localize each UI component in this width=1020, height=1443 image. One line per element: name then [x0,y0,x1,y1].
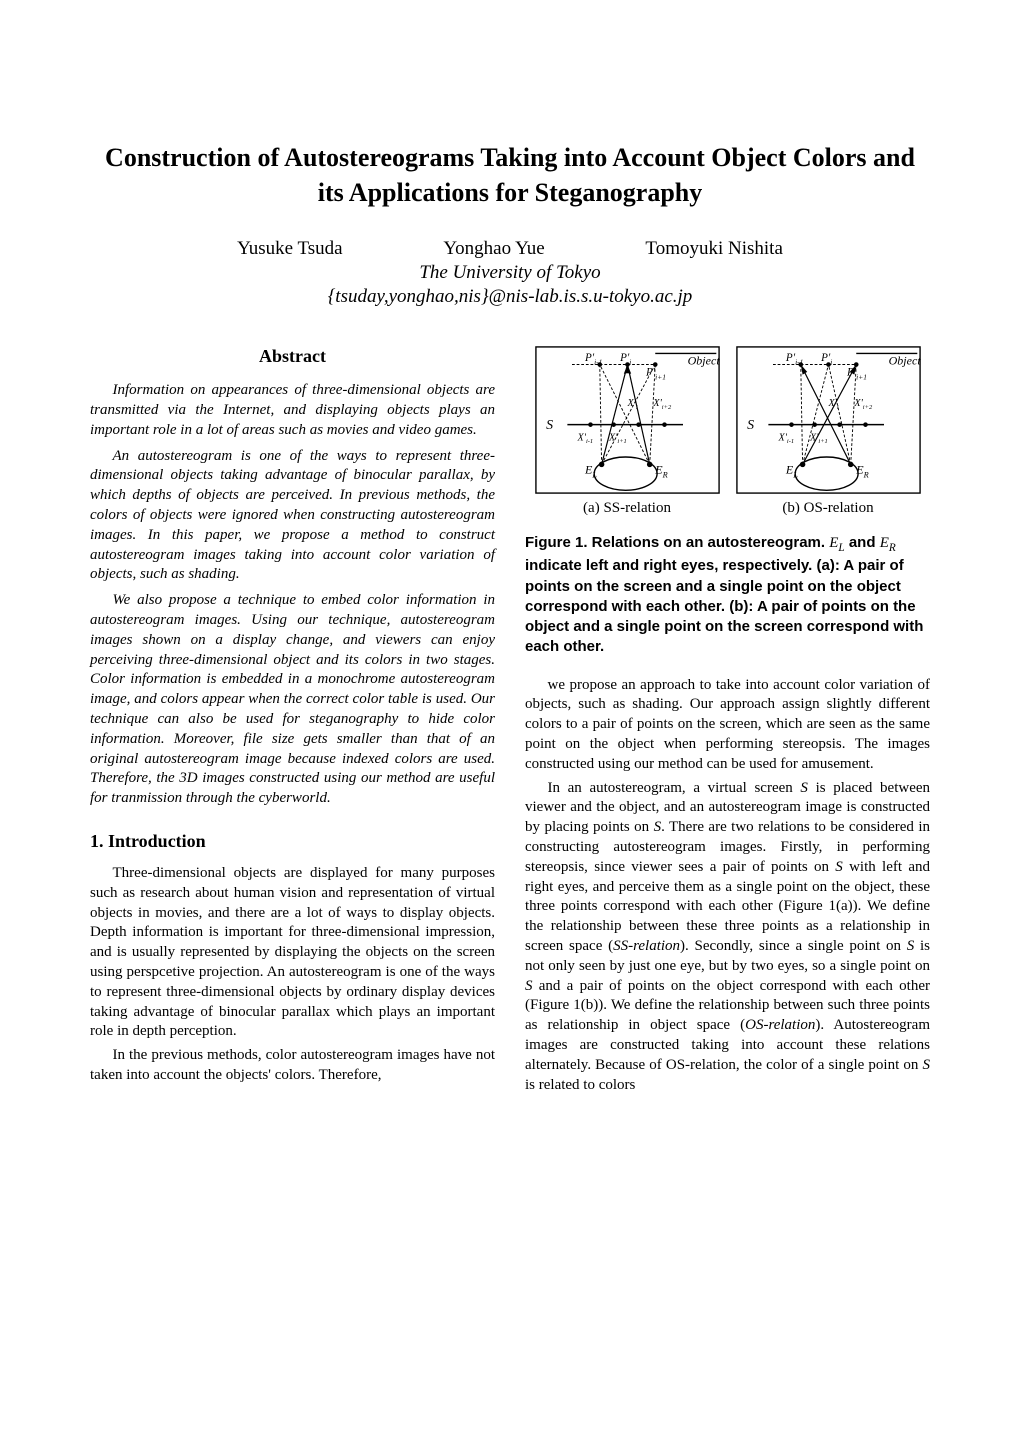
abstract-p3: We also propose a technique to embed col… [90,591,495,809]
affiliation: The University of Tokyo [90,262,930,284]
right-p1: we propose an approach to take into acco… [525,676,930,775]
section-intro-heading: 1. Introduction [90,831,495,852]
paper-title: Construction of Autostereograms Taking i… [90,140,930,210]
svg-text:X'i+2: X'i+2 [652,398,672,411]
figure-1b-caption: (b) OS-relation [736,500,921,517]
figure-1a-svg: Object P'i-1 P'i P'i+1 S [535,346,720,494]
figure-1b-svg: Object P'i-1 P'i P'i+1 S [736,346,921,494]
figure-1a: Object P'i-1 P'i P'i+1 S [535,346,720,517]
label-object: Object [687,354,719,368]
figure-1: Object P'i-1 P'i P'i+1 S [525,346,930,517]
abstract-p1: Information on appearances of three-dime… [90,381,495,440]
svg-text:EL: EL [583,463,596,480]
author-2: Yonghao Yue [443,238,544,260]
figure-1a-caption: (a) SS-relation [535,500,720,517]
authors-row: Yusuke Tsuda Yonghao Yue Tomoyuki Nishit… [90,238,930,260]
svg-text:X'i-1: X'i-1 [576,433,593,446]
author-1: Yusuke Tsuda [237,238,342,260]
abstract-heading: Abstract [90,346,495,367]
svg-text:X'i-1: X'i-1 [777,433,794,446]
svg-text:S: S [747,418,754,433]
intro-p2: In the previous methods, color autostere… [90,1046,495,1086]
svg-text:P'i+1: P'i+1 [846,367,867,382]
right-p2: In an autostereogram, a virtual screen S… [525,779,930,1096]
left-column: Abstract Information on appearances of t… [90,346,495,1099]
author-3: Tomoyuki Nishita [645,238,782,260]
svg-text:X'i+2: X'i+2 [853,398,873,411]
email: {tsuday,yonghao,nis}@nis-lab.is.s.u-toky… [90,286,930,308]
figure-1-caption: Figure 1. Relations on an autostereogram… [525,533,930,657]
label-S: S [546,418,553,433]
intro-p1: Three-dimensional objects are displayed … [90,864,495,1042]
svg-text:Object: Object [888,354,920,368]
figure-1b: Object P'i-1 P'i P'i+1 S [736,346,921,517]
abstract-p2: An autostereogram is one of the ways to … [90,447,495,586]
svg-text:P'i+1: P'i+1 [645,367,666,382]
svg-text:EL: EL [784,463,797,480]
right-column: Object P'i-1 P'i P'i+1 S [525,346,930,1099]
